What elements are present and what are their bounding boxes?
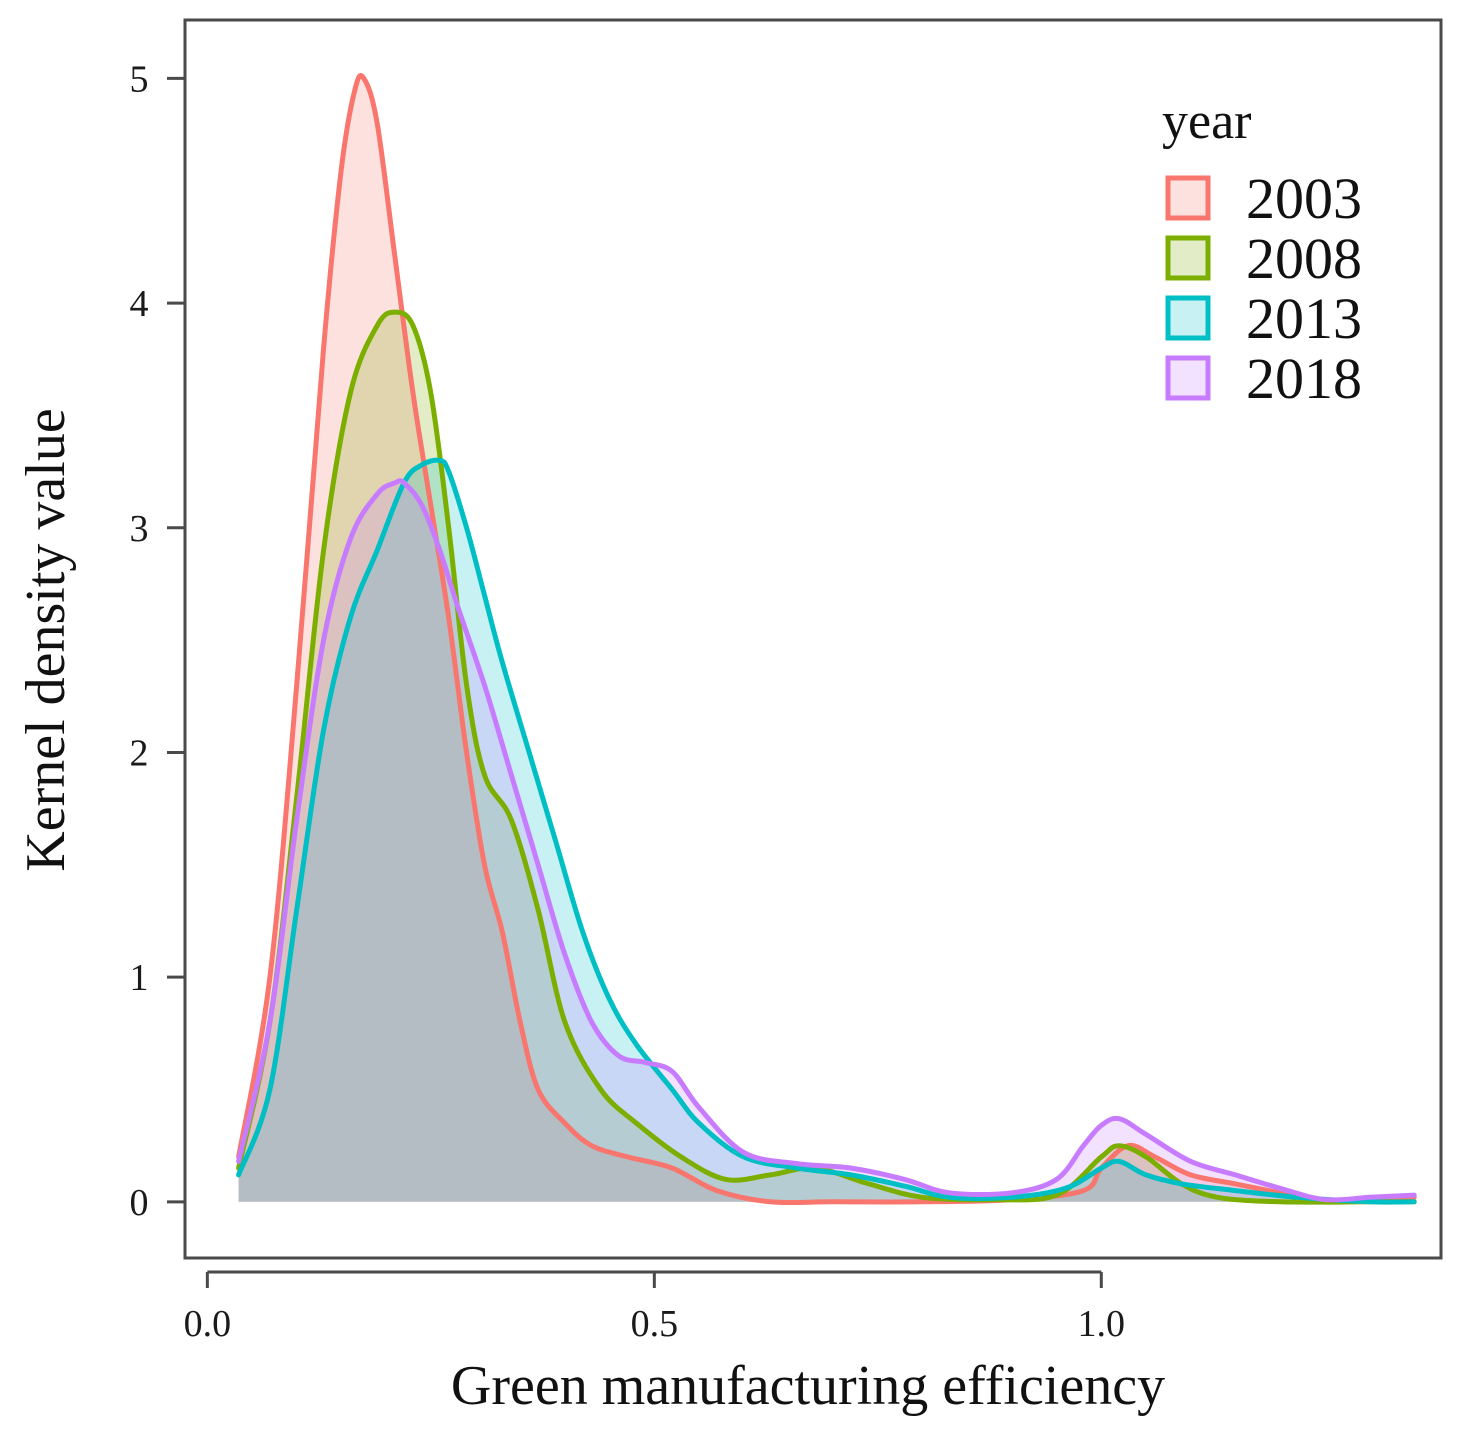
legend-label-2018: 2018 [1246,346,1362,411]
density-line-2008 [236,309,1417,1205]
y-tick-label: 4 [130,283,149,325]
y-tick-label: 0 [130,1182,149,1224]
x-tick-label: 0.5 [631,1303,679,1345]
y-axis-ticks: 0 1 2 3 4 5 [130,58,185,1224]
legend-key-2003 [1165,175,1211,221]
legend-key-2013 [1165,295,1211,341]
y-axis-title: Kernel density value [15,408,77,871]
density-area-2013 [238,460,1415,1203]
density-line-2018 [236,478,1417,1203]
x-tick-label: 0.0 [184,1303,232,1345]
x-tick-label: 1.0 [1078,1303,1126,1345]
legend-key-2008 [1165,235,1211,281]
x-axis-ticks: 0.0 0.5 1.0 [184,1270,1126,1345]
plot-frame [183,18,1443,1260]
density-fills [238,75,1415,1203]
density-area-2008 [238,312,1415,1203]
legend-label-2003: 2003 [1246,166,1362,231]
legend-key-2018 [1165,355,1211,401]
x-axis-title: Green manufacturing efficiency [451,1355,1165,1417]
y-tick-label: 1 [130,957,149,999]
legend-label-2013: 2013 [1246,286,1362,351]
y-tick-label: 5 [130,58,149,100]
density-lines [236,73,1417,1206]
density-line-2013 [236,457,1417,1205]
density-area-2003 [238,75,1415,1203]
y-tick-label: 2 [130,732,149,774]
legend-title: year [1162,93,1251,150]
y-tick-label: 3 [130,508,149,550]
density-area-2018 [238,480,1415,1202]
legend-label-2008: 2008 [1246,226,1362,291]
